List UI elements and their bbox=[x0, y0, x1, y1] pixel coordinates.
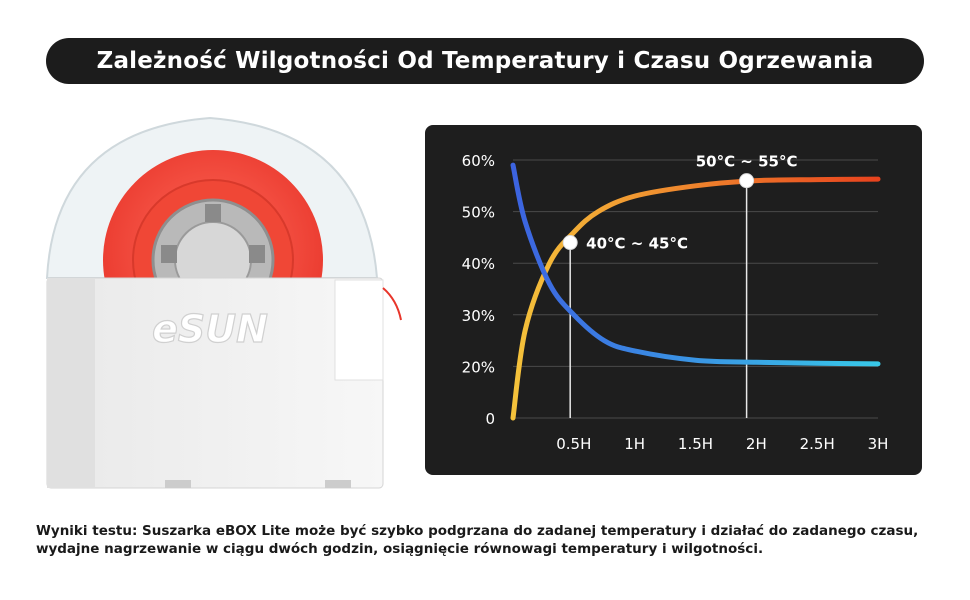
annotation-marker bbox=[739, 173, 755, 189]
annotation-label: 50°C ~ 55°C bbox=[696, 153, 798, 171]
chart-svg: 0 20% 30% 40% 50% 60% 0.5H 1H 1.5H 2H 2.5H 3H 40°C … bbox=[462, 152, 889, 453]
x-tick-label: 3H bbox=[868, 435, 889, 453]
footnote-text: Wyniki testu: Suszarka eBOX Lite może by… bbox=[36, 523, 919, 557]
y-tick-label: 50% bbox=[462, 204, 495, 222]
test-results-footnote: Wyniki testu: Suszarka eBOX Lite może by… bbox=[36, 522, 946, 558]
humidity-curve bbox=[510, 162, 881, 367]
x-tick-label: 2H bbox=[746, 435, 767, 453]
x-tick-label: 2.5H bbox=[800, 435, 835, 453]
y-tick-label: 40% bbox=[462, 255, 495, 273]
y-tick-label: 0 bbox=[485, 410, 495, 428]
x-tick-label: 1H bbox=[624, 435, 645, 453]
y-tick-label: 20% bbox=[462, 358, 495, 376]
x-tick-label: 1.5H bbox=[678, 435, 713, 453]
humidity-temperature-chart: 0 20% 30% 40% 50% 60% 0.5H 1H 1.5H 2H 2.5H 3H 40°C … bbox=[425, 125, 922, 475]
x-tick-label: 0.5H bbox=[556, 435, 591, 453]
annotation-marker bbox=[562, 235, 578, 251]
annotation-label: 40°C ~ 45°C bbox=[586, 235, 688, 253]
temperature-curve bbox=[510, 176, 881, 421]
dryer-product-image: eSUN bbox=[45, 116, 402, 489]
page-title: Zależność Wilgotności Od Temperatury i C… bbox=[46, 38, 924, 84]
brand-logo: eSUN bbox=[152, 307, 268, 351]
y-tick-label: 30% bbox=[462, 307, 495, 325]
page-title-text: Zależność Wilgotności Od Temperatury i C… bbox=[96, 48, 874, 74]
y-tick-label: 60% bbox=[462, 152, 495, 170]
